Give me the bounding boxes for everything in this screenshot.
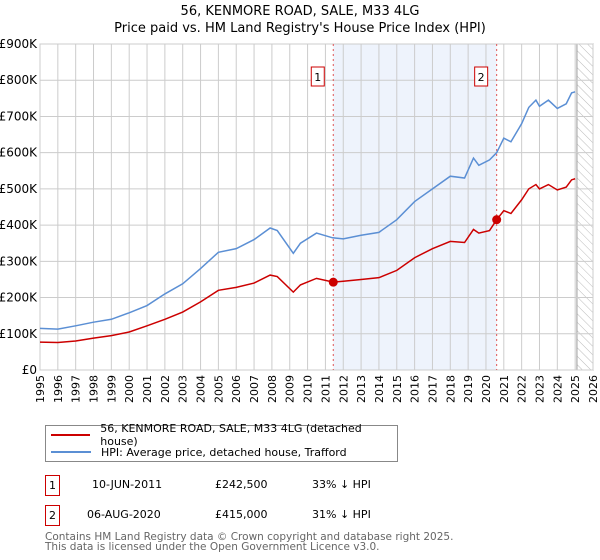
x-tick-label: 2012 <box>337 375 350 403</box>
sale-point <box>328 277 338 287</box>
y-tick-label: £300K <box>0 254 38 268</box>
forecast-hatch <box>576 43 594 371</box>
legend-label: 56, KENMORE ROAD, SALE, M33 4LG (detache… <box>100 422 362 448</box>
x-tick-label: 2004 <box>195 375 208 403</box>
x-tick-label: 2007 <box>248 375 261 403</box>
x-tick-label: 2006 <box>230 375 243 403</box>
transaction-date: 10-JUN-2011 <box>92 478 163 491</box>
legend-label: HPI: Average price, detached house, Traf… <box>101 445 347 459</box>
transaction-badge: 1 <box>45 475 60 496</box>
x-tick-label: 2025 <box>569 375 582 403</box>
sale-label: 2 <box>478 71 485 84</box>
legend-swatch-red <box>51 434 91 436</box>
x-tick-label: 2010 <box>302 375 315 403</box>
chart-title: 56, KENMORE ROAD, SALE, M33 4LG <box>180 4 420 19</box>
x-tick-label: 1996 <box>52 375 65 403</box>
y-tick-label: £700K <box>0 109 38 123</box>
y-tick-label: £400K <box>0 218 38 232</box>
legend-item-hpi: HPI: Average price, detached house, Traf… <box>46 444 347 460</box>
footer-copyright: Contains HM Land Registry data © Crown c… <box>45 531 454 543</box>
x-tick-label: 1995 <box>34 375 47 403</box>
y-tick-label: £900K <box>0 37 38 51</box>
x-tick-label: 2013 <box>355 375 368 403</box>
x-tick-label: 2026 <box>587 375 600 403</box>
x-tick-label: 2022 <box>516 375 529 403</box>
x-tick-label: 2000 <box>123 375 136 403</box>
transaction-badge: 2 <box>45 505 60 526</box>
x-tick-label: 2020 <box>480 375 493 403</box>
footer-licence: This data is licensed under the Open Gov… <box>45 541 380 553</box>
x-tick-label: 2002 <box>159 375 172 403</box>
x-tick-label: 1998 <box>88 375 101 403</box>
legend-item-property: 56, KENMORE ROAD, SALE, M33 4LG (detache… <box>46 422 397 448</box>
legend-swatch-blue <box>51 451 91 453</box>
y-tick-label: £600K <box>0 146 38 160</box>
y-tick-label: £200K <box>0 291 38 305</box>
price-chart: 1995 1996 1997 1998 1999 2000 2001 2002 2003 2004… <box>0 37 600 403</box>
series-line <box>39 91 576 330</box>
x-tick-label: 2018 <box>444 375 457 403</box>
transaction-date: 06-AUG-2020 <box>87 508 161 521</box>
x-tick-label: 2005 <box>212 375 225 403</box>
x-tick-label: 2023 <box>533 375 546 403</box>
plot-area <box>39 43 594 371</box>
x-tick-label: 2024 <box>551 375 564 403</box>
x-tick-label: 2001 <box>141 375 154 403</box>
x-tick-label: 2017 <box>426 375 439 403</box>
sale-point <box>492 215 502 225</box>
transaction-price: £242,500 <box>215 478 268 491</box>
x-tick-label: 2009 <box>284 375 297 403</box>
x-tick-label: 1997 <box>70 375 83 403</box>
x-tick-label: 2019 <box>462 375 475 403</box>
y-tick-label: £0 <box>22 363 37 377</box>
sale-label: 1 <box>314 71 321 84</box>
y-tick-label: £500K <box>0 182 38 196</box>
x-tick-label: 1999 <box>105 375 118 403</box>
x-tick-label: 2011 <box>319 375 332 403</box>
x-tick-label: 2015 <box>391 375 404 403</box>
x-tick-label: 2008 <box>266 375 279 403</box>
series-line <box>39 178 576 344</box>
legend: 56, KENMORE ROAD, SALE, M33 4LG (detache… <box>45 422 398 462</box>
transaction-price: £415,000 <box>215 508 268 521</box>
x-tick-label: 2014 <box>373 375 386 403</box>
transaction-hpi: 33% ↓ HPI <box>312 478 371 491</box>
sale-label-box <box>474 66 489 87</box>
x-tick-label: 2016 <box>409 375 422 403</box>
transaction-hpi: 31% ↓ HPI <box>312 508 371 521</box>
sale-label-box <box>310 66 325 87</box>
y-tick-label: £800K <box>0 73 38 87</box>
chart-subtitle: Price paid vs. HM Land Registry's House … <box>114 21 486 36</box>
x-tick-label: 2003 <box>177 375 190 403</box>
x-tick-label: 2021 <box>498 375 511 403</box>
y-tick-label: £100K <box>0 327 38 341</box>
